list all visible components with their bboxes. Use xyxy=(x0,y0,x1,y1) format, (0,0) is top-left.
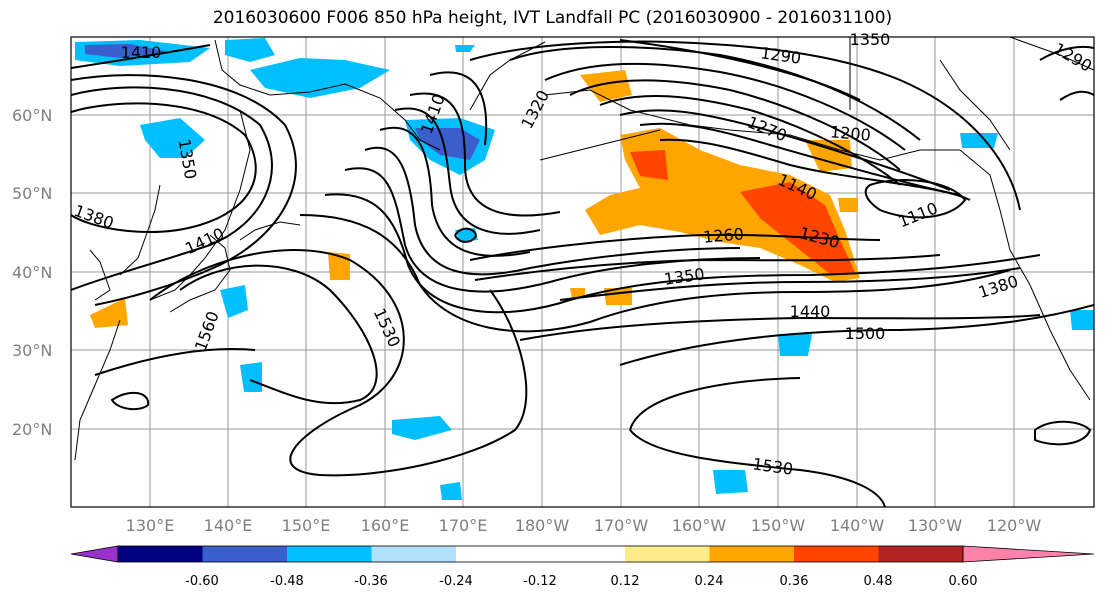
lat-tick-label: 20°N xyxy=(12,420,52,439)
colorbar-label: -0.24 xyxy=(439,574,473,589)
contour-label: 1440 xyxy=(790,302,831,321)
colorbar-segment xyxy=(287,546,372,562)
contour-label: 1200 xyxy=(829,122,871,144)
lat-tick-label: 50°N xyxy=(12,184,52,203)
colorbar-border xyxy=(117,545,964,563)
lon-tick-label: 150°E xyxy=(282,516,331,535)
lon-tick-label: 120°W xyxy=(987,516,1042,535)
colorbar-segment xyxy=(540,546,626,562)
lon-tick-label: 160°E xyxy=(361,516,410,535)
colorbar-segment xyxy=(709,546,795,562)
colorbar-segment xyxy=(118,546,203,562)
lon-tick-label: 140°W xyxy=(830,516,885,535)
height-contours xyxy=(71,39,1094,507)
lon-tick-label: 170°E xyxy=(439,516,488,535)
map-title: 2016030600 F006 850 hPa height, IVT Land… xyxy=(212,8,893,28)
colorbar-segment xyxy=(794,546,879,562)
colorbar-label: 0.12 xyxy=(611,574,640,589)
lat-tick-label: 60°N xyxy=(12,106,52,125)
latitude-axis: 60°N 50°N 40°N 30°N 20°N xyxy=(12,106,52,439)
colorbar-segment xyxy=(202,546,288,562)
lon-tick-label: 130°E xyxy=(126,516,175,535)
colorbar-label: 0.24 xyxy=(695,574,724,589)
colorbar-extend-low xyxy=(70,545,119,563)
colorbar-label: -0.36 xyxy=(354,574,388,589)
colorbar-segment xyxy=(878,546,964,562)
colorbar-segment xyxy=(625,546,710,562)
colorbar-label: 0.60 xyxy=(949,574,978,589)
colorbar-segment xyxy=(371,546,457,562)
map-border xyxy=(70,36,1095,508)
colorbar-label: -0.12 xyxy=(523,574,557,589)
lon-tick-label: 170°W xyxy=(594,516,649,535)
contour-label: 1350 xyxy=(850,30,891,49)
ivt-negative-shading xyxy=(75,38,1094,500)
colorbar xyxy=(70,545,1095,563)
colorbar-label: 0.48 xyxy=(864,574,893,589)
lon-tick-label: 150°W xyxy=(751,516,806,535)
lon-tick-label: 130°W xyxy=(908,516,963,535)
colorbar-label: -0.48 xyxy=(270,574,304,589)
colorbar-labels: -0.60 -0.48 -0.36 -0.24 -0.12 0.12 0.24 … xyxy=(185,574,977,589)
lon-tick-label: 180°W xyxy=(515,516,570,535)
lon-tick-label: 140°E xyxy=(204,516,253,535)
contour-label: 1260 xyxy=(702,224,744,246)
ivt-positive-shading xyxy=(90,70,860,328)
lat-tick-label: 30°N xyxy=(12,341,52,360)
lat-tick-label: 40°N xyxy=(12,263,52,282)
contour-label: 1410 xyxy=(121,43,162,62)
colorbar-extend-high xyxy=(962,545,1095,563)
longitude-axis: 130°E 140°E 150°E 160°E 170°E 180°W 170°… xyxy=(126,516,1042,535)
contour-label: 1500 xyxy=(845,324,886,343)
lon-tick-label: 160°W xyxy=(672,516,727,535)
colorbar-label: 0.36 xyxy=(780,574,809,589)
coastlines xyxy=(74,37,1094,461)
colorbar-segment xyxy=(456,546,541,562)
colorbar-label: -0.60 xyxy=(185,574,219,589)
